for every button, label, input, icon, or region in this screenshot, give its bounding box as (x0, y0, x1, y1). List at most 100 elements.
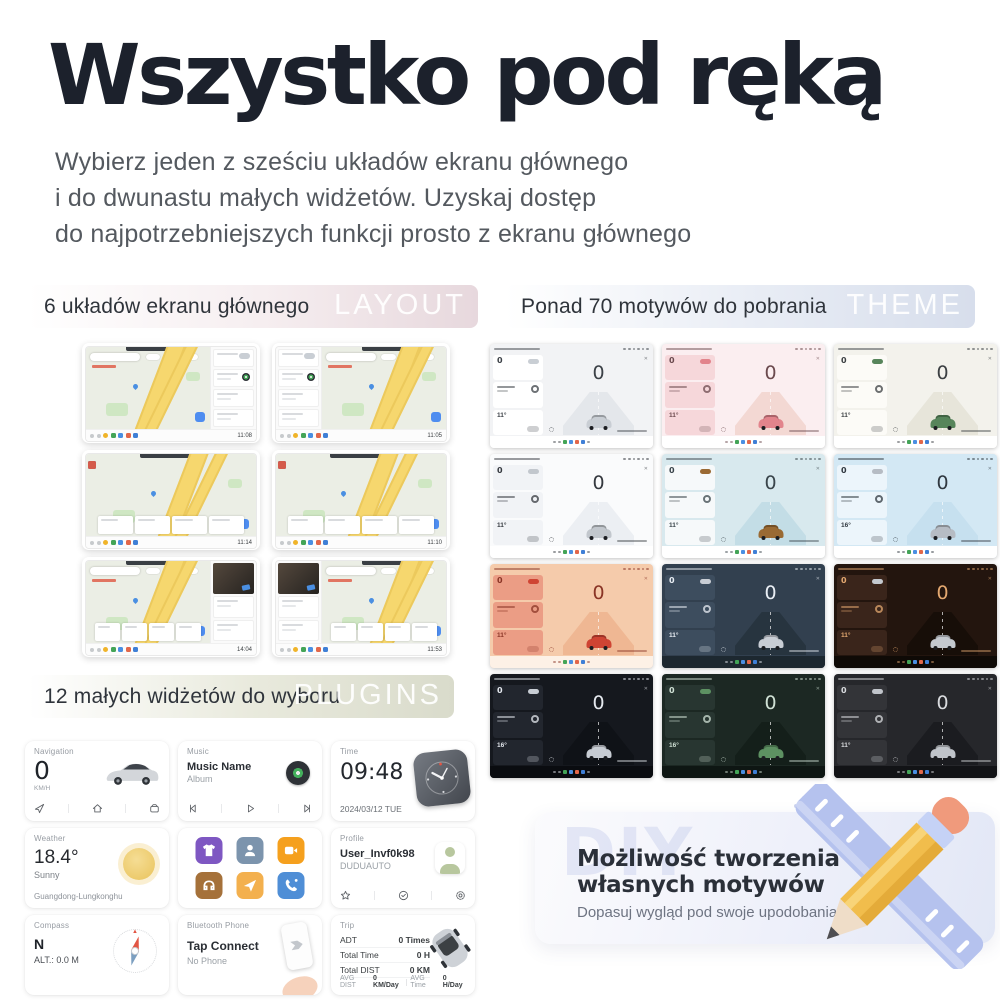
speed-readout: 0 (764, 472, 777, 494)
speed-readout: 0 (936, 582, 949, 604)
widget-panel-preview (210, 347, 256, 429)
vehicle-illustration (758, 524, 783, 540)
taskbar-clock: 11:10 (427, 539, 442, 546)
theme-thumbnail-dark-green: 0 16° ✕ 0 (662, 674, 825, 778)
widget-compass: Compass N ALT.: 0.0 M ▲ (25, 915, 169, 995)
bluetooth-status: No Phone (187, 956, 228, 966)
previous-track-icon (189, 804, 196, 813)
vehicle-illustration (758, 414, 783, 430)
section-header-plugins: 12 małych widżetów do wyboru PLUGINS (28, 675, 454, 718)
vehicle-illustration (758, 634, 783, 650)
taskbar-clock: 11:53 (427, 646, 442, 653)
trip-row-total-time: Total Time 0 H (340, 948, 430, 963)
wardrobe-app-icon (195, 837, 223, 864)
widget-weather: Weather 18.4° Sunny Guangdong-Lungkonghu (25, 828, 169, 908)
diy-subtitle: Dopasuj wygląd pod swoje upodobania (577, 904, 838, 921)
subtitle-line-1: Wybierz jeden z sześciu układów ekranu g… (55, 148, 629, 176)
media-panel-preview (210, 561, 256, 643)
speed-readout: 0 (764, 362, 777, 384)
north-marker: ▲ (132, 929, 138, 935)
theme-thumbnail-panda-light: 0 11° ✕ 0 (834, 344, 997, 448)
close-icon: ✕ (987, 686, 992, 692)
navigation-app-icon (236, 872, 264, 899)
widget-profile: Profile User_Invf0k98 DUDUAUTO (331, 828, 475, 908)
close-icon: ✕ (643, 356, 648, 362)
map-preview (86, 561, 211, 643)
subtitle-line-3: do najpotrzebniejszych funkcji prosto z … (55, 220, 692, 248)
taskbar-preview: 11:10 (276, 536, 446, 548)
gear-icon (721, 647, 726, 652)
vehicle-illustration (930, 524, 955, 540)
sync-icon (398, 890, 408, 901)
gear-icon (893, 647, 898, 652)
section-header-layouts: 6 układów ekranu głównego LAYOUT (28, 285, 478, 328)
gear-icon (549, 757, 554, 762)
avatar (435, 842, 465, 874)
theme-thumbnail-white: 0 11° ✕ 0 (490, 454, 653, 558)
close-icon: ✕ (815, 686, 820, 692)
taskbar-clock: 11:08 (237, 432, 252, 439)
temperature-value: 18.4° (34, 847, 79, 868)
map-preview (276, 454, 446, 536)
speed-value: 0 (34, 756, 50, 785)
karaoke-app-icon (236, 837, 264, 864)
speed-unit: KM/H (34, 785, 51, 792)
car-illustration (106, 763, 159, 785)
layout-thumbnail-fullmap-rail: 11:14 (82, 450, 260, 550)
section-header-themes: Ponad 70 motywów do pobrania THEME (505, 285, 975, 328)
gear-icon (549, 537, 554, 542)
diy-theme-card: DIY Możliwość tworzenia własnych motywów… (535, 784, 995, 969)
username: User_Invf0k98 (340, 848, 415, 860)
bluetooth-action: Tap Connect (187, 939, 259, 953)
widget-label: Profile (340, 834, 365, 843)
widget-label: Time (340, 747, 359, 756)
themes-watermark: THEME (846, 289, 963, 321)
favorite-star-icon (340, 890, 351, 900)
page-title: Wszystko pod ręką (48, 26, 887, 124)
layouts-watermark: LAYOUT (334, 289, 466, 321)
close-icon: ✕ (643, 686, 648, 692)
vehicle-illustration (758, 744, 783, 760)
album-art-preview (278, 563, 319, 595)
track-title: Music Name (187, 761, 252, 773)
themes-section-title: Ponad 70 motywów do pobrania (521, 294, 827, 318)
settings-gear-icon (456, 891, 465, 900)
theme-thumbnails-grid: 0 11° ✕ 0 0 11° ✕ 0 0 11° ✕ 0 0 11° ✕ 0 0 11° ✕ 0 (490, 344, 997, 778)
vehicle-illustration (586, 414, 611, 430)
widget-strip-preview (330, 623, 438, 641)
layout-thumbnail-fullmap-rail-alt: 11:10 (272, 450, 450, 550)
play-icon (247, 804, 254, 813)
trip-row-total-dist: Total DIST 0 KM (340, 963, 430, 978)
widget-strip-preview (97, 516, 245, 534)
widget-navigation: Navigation 0 KM/H (25, 741, 169, 821)
analog-clock (412, 748, 472, 808)
date-text: 2024/03/12 TUE (340, 804, 402, 814)
theme-thumbnail-black: 0 16° ✕ 0 (490, 674, 653, 778)
layout-thumbnail-map-panel-right: 11:08 (82, 343, 260, 443)
home-icon (92, 804, 102, 813)
compass-direction: N (34, 936, 45, 952)
taskbar-preview: 14:04 (86, 643, 256, 655)
gear-icon (549, 427, 554, 432)
hand-illustration (279, 972, 321, 995)
taskbar-preview: 11:05 (276, 429, 446, 441)
trip-row-adt: ADT 0 Times (340, 933, 430, 948)
weather-condition: Sunny (34, 870, 60, 880)
digital-clock: 09:48 (340, 760, 404, 785)
gear-icon (893, 427, 898, 432)
widgets-panel: Navigation 0 KM/H Music Music Name (25, 741, 475, 995)
theme-thumbnail-dark-gray: 0 11° ✕ 0 (834, 674, 997, 778)
theme-thumbnail-festive-red: 0 11° ✕ 0 (490, 564, 653, 668)
widget-strip-preview (94, 623, 202, 641)
vehicle-illustration (586, 744, 611, 760)
bluetooth-call-app-icon (277, 872, 305, 899)
map-preview (321, 347, 446, 429)
map-preview (86, 347, 211, 429)
vehicle-illustration (586, 524, 611, 540)
widget-apps (178, 828, 322, 908)
speed-readout: 0 (592, 692, 605, 714)
page-subtitle: Wybierz jeden z sześciu układów ekranu g… (55, 144, 691, 252)
widget-label: Compass (34, 921, 70, 930)
speed-readout: 0 (592, 362, 605, 384)
close-icon: ✕ (815, 576, 820, 582)
